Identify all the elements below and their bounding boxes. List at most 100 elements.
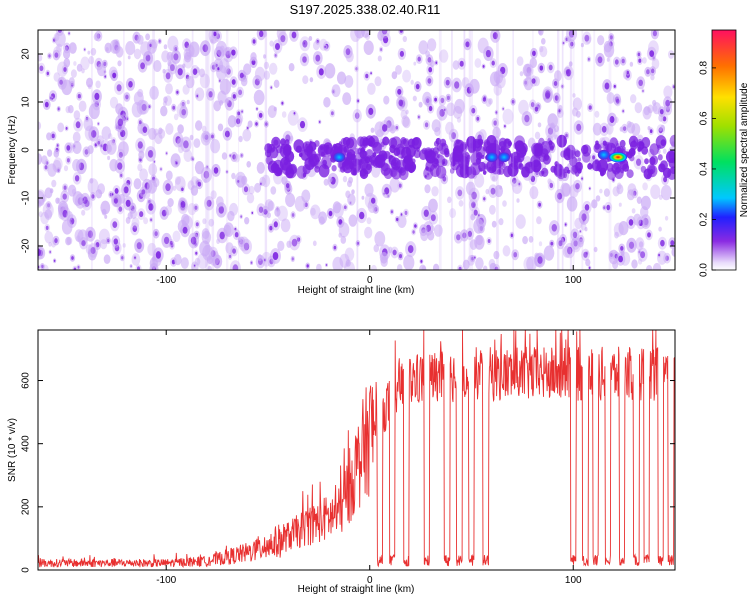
spectrogram-cell	[56, 144, 59, 147]
spectrogram-cell	[398, 99, 404, 107]
spectrogram-cell	[550, 122, 555, 130]
spectrogram-cell	[430, 214, 436, 222]
spectrogram-band-cell	[613, 162, 620, 170]
spectrogram-cell	[428, 67, 433, 73]
spectrogram-cell	[154, 132, 163, 145]
spectrogram-cell	[261, 174, 271, 188]
spectrogram-cell	[246, 126, 249, 130]
spectrogram-cell	[538, 202, 541, 207]
spectrogram-cell	[427, 78, 432, 84]
spectrogram-band-cell	[425, 160, 435, 172]
spectrogram-cell	[446, 102, 456, 117]
spectrogram-cell	[81, 240, 86, 247]
spectrogram-streak	[557, 30, 560, 270]
spectrogram-cell	[148, 127, 157, 140]
spectrogram-cell	[143, 51, 154, 66]
spectrogram-cell	[165, 152, 168, 155]
spectrogram-band-cell	[665, 150, 675, 163]
spectrogram-cell	[274, 54, 277, 57]
spectrogram-band-cell	[283, 144, 292, 154]
spectrogram-cell	[54, 31, 66, 47]
spectrogram-band-cell	[567, 169, 571, 174]
spectrogram-cell	[46, 71, 49, 76]
spectrogram-cell	[183, 54, 194, 69]
spectrogram-cell	[193, 264, 196, 267]
spectrogram-cell	[418, 40, 429, 55]
spectrogram-cell	[77, 94, 81, 99]
spectrogram-cell	[213, 31, 217, 37]
spectrogram-cell	[81, 209, 86, 216]
spectrogram-cell	[293, 112, 296, 115]
spectrogram-cell	[324, 45, 326, 49]
spectrogram-cell	[483, 197, 486, 201]
spectrogram-band-cell	[532, 165, 537, 171]
spectrogram-cell	[259, 30, 264, 37]
spectrogram-cell	[399, 50, 404, 57]
spectrogram-band-cell	[534, 148, 543, 159]
snr-x-tick-label: 100	[565, 575, 582, 586]
spectrogram-cell	[650, 184, 661, 200]
spectrogram-cell	[638, 58, 642, 63]
spectrogram-cell	[87, 84, 92, 90]
colorbar-gradient	[711, 29, 737, 271]
spectrogram-cell	[189, 134, 194, 141]
spectrogram-cell	[620, 246, 624, 251]
spectrogram-band-cell	[265, 155, 273, 165]
spectrogram-band-cell	[507, 140, 512, 147]
spectrogram-cell	[91, 130, 97, 138]
spectrogram-cell	[147, 150, 154, 158]
spectrogram-cell	[53, 157, 63, 171]
spectrogram-cell	[95, 189, 103, 199]
spectrogram-cell	[510, 233, 514, 238]
spectrogram-cell	[258, 112, 263, 118]
spectrogram-cell	[316, 263, 322, 270]
spectrogram-cell	[310, 204, 321, 220]
spectrogram-cell	[599, 188, 603, 194]
spectrogram-cell	[72, 131, 81, 143]
spectrogram-cell	[403, 254, 415, 270]
spectrogram-cell	[424, 122, 429, 128]
spectrogram-band-cell	[382, 136, 390, 146]
spectrogram-cell	[137, 266, 140, 270]
spectrogram-cell	[495, 111, 498, 114]
spectrogram-band-cell	[320, 145, 324, 150]
spectrogram-band-cell	[444, 150, 450, 158]
spectrogram-cell	[493, 70, 504, 84]
spectrogram-cell	[125, 199, 131, 207]
spectrogram-cell	[659, 109, 664, 115]
colorbar: 0.0 0.2 0.4 0.6 0.8 Normalized spectral ampl…	[699, 29, 750, 277]
spectrogram-cell	[328, 176, 333, 183]
spectrogram-band-cell	[591, 160, 601, 172]
spectrogram-cell	[318, 120, 321, 124]
spectrogram-band-cell	[452, 148, 463, 162]
spectrogram-cell	[120, 173, 123, 177]
spectrogram-cell	[201, 230, 212, 245]
spectrogram-cell	[513, 252, 518, 258]
spectrogram-cell	[445, 121, 455, 135]
spectrogram-cell	[128, 81, 133, 88]
spectrogram-cell	[568, 61, 573, 67]
spectrogram-cell	[306, 264, 309, 268]
spectrogram-cell	[351, 189, 355, 195]
spectrogram-cell	[38, 121, 42, 130]
spectrogram-cell	[577, 238, 584, 248]
spectrogram-band-cell	[283, 159, 289, 166]
spectrogram-x-tick-label: 0	[367, 275, 373, 286]
spectrogram-band-cell	[463, 165, 468, 171]
spectrogram-cell	[153, 128, 159, 136]
spectrogram-cell	[588, 105, 592, 110]
spectrogram-cell	[631, 123, 641, 137]
spectrogram-cell	[87, 230, 93, 238]
spectrogram-cell	[485, 188, 490, 195]
colorbar-label: Normalized spectral amplitude	[739, 82, 750, 217]
spectrogram-cell	[72, 159, 81, 172]
spectrogram-cell	[361, 195, 365, 200]
spectrogram-cell	[148, 105, 151, 109]
spectrogram-cell	[493, 120, 498, 126]
spectrogram-cell	[57, 107, 60, 111]
spectrogram-cell	[210, 190, 217, 200]
spectrogram-cell	[165, 170, 173, 181]
spectrogram-cell	[538, 241, 543, 247]
spectrogram-cell	[219, 231, 225, 240]
spectrogram-cell	[355, 67, 358, 71]
